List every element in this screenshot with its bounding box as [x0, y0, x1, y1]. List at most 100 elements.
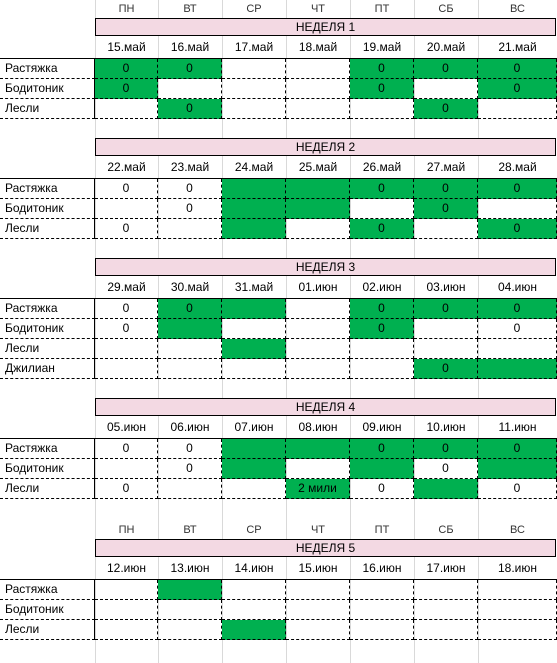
schedule-cell[interactable]: 0	[350, 439, 414, 459]
schedule-cell[interactable]	[95, 339, 158, 359]
schedule-cell[interactable]	[286, 339, 350, 359]
schedule-cell[interactable]	[222, 319, 286, 339]
date-cell[interactable]: 05.июн	[95, 416, 158, 439]
schedule-cell[interactable]: 0	[95, 319, 158, 339]
schedule-cell[interactable]	[478, 600, 557, 620]
schedule-cell[interactable]	[158, 319, 222, 339]
date-cell[interactable]: 08.июн	[286, 416, 350, 439]
schedule-cell[interactable]	[478, 620, 557, 640]
date-cell[interactable]: 18.июн	[478, 557, 557, 580]
schedule-cell[interactable]	[414, 319, 478, 339]
schedule-cell[interactable]: 0	[95, 299, 158, 319]
date-cell[interactable]: 16.май	[158, 36, 222, 59]
schedule-cell[interactable]: 0	[478, 79, 557, 99]
schedule-cell[interactable]	[414, 219, 478, 239]
date-cell[interactable]: 01.июн	[286, 276, 350, 299]
schedule-cell[interactable]: 0	[414, 459, 478, 479]
schedule-cell[interactable]	[286, 179, 350, 199]
date-cell[interactable]: 28.май	[478, 156, 557, 179]
date-cell[interactable]: 30.май	[158, 276, 222, 299]
activity-label[interactable]: Бодитоник	[0, 319, 95, 339]
date-cell[interactable]: 12.июн	[95, 557, 158, 580]
date-cell[interactable]: 31.май	[222, 276, 286, 299]
schedule-cell[interactable]	[222, 339, 286, 359]
schedule-cell[interactable]: 0	[350, 319, 414, 339]
schedule-cell[interactable]	[222, 179, 286, 199]
schedule-cell[interactable]	[478, 580, 557, 600]
schedule-cell[interactable]: 0	[158, 299, 222, 319]
schedule-cell[interactable]: 0	[478, 299, 557, 319]
schedule-cell[interactable]	[478, 99, 557, 119]
date-cell[interactable]: 15.май	[95, 36, 158, 59]
schedule-cell[interactable]: 0	[350, 59, 414, 79]
date-cell[interactable]: 17.май	[222, 36, 286, 59]
schedule-cell[interactable]	[286, 620, 350, 640]
schedule-cell[interactable]: 0	[414, 359, 478, 379]
schedule-cell[interactable]: 0	[158, 439, 222, 459]
date-cell[interactable]: 27.май	[414, 156, 478, 179]
schedule-cell[interactable]	[222, 600, 286, 620]
date-cell[interactable]: 04.июн	[478, 276, 557, 299]
schedule-cell[interactable]	[158, 479, 222, 499]
date-cell[interactable]: 19.май	[350, 36, 414, 59]
schedule-cell[interactable]	[414, 580, 478, 600]
date-cell[interactable]: 02.июн	[350, 276, 414, 299]
schedule-cell[interactable]	[95, 600, 158, 620]
date-cell[interactable]: 29.май	[95, 276, 158, 299]
date-cell[interactable]: 07.июн	[222, 416, 286, 439]
schedule-cell[interactable]: 0	[478, 319, 557, 339]
schedule-cell[interactable]	[222, 580, 286, 600]
schedule-cell[interactable]: 0	[95, 179, 158, 199]
activity-label[interactable]: Растяжка	[0, 179, 95, 199]
schedule-cell[interactable]: 0	[478, 439, 557, 459]
activity-label[interactable]: Растяжка	[0, 439, 95, 459]
schedule-cell[interactable]: 0	[414, 299, 478, 319]
activity-label[interactable]: Джилиан	[0, 359, 95, 379]
schedule-cell[interactable]	[95, 359, 158, 379]
date-cell[interactable]: 03.июн	[414, 276, 478, 299]
schedule-cell[interactable]: 0	[350, 479, 414, 499]
schedule-cell[interactable]	[350, 620, 414, 640]
schedule-cell[interactable]: 0	[478, 59, 557, 79]
activity-label[interactable]: Лесли	[0, 479, 95, 499]
schedule-cell[interactable]: 0	[95, 479, 158, 499]
schedule-cell[interactable]	[158, 600, 222, 620]
schedule-cell[interactable]	[95, 580, 158, 600]
schedule-cell[interactable]	[95, 459, 158, 479]
schedule-cell[interactable]: 0	[95, 59, 158, 79]
schedule-cell[interactable]: 0	[158, 59, 222, 79]
activity-label[interactable]: Лесли	[0, 339, 95, 359]
activity-label[interactable]: Бодитоник	[0, 600, 95, 620]
schedule-cell[interactable]	[286, 199, 350, 219]
date-cell[interactable]: 26.май	[350, 156, 414, 179]
schedule-cell[interactable]	[222, 59, 286, 79]
schedule-cell[interactable]	[95, 99, 158, 119]
date-cell[interactable]: 09.июн	[350, 416, 414, 439]
schedule-cell[interactable]	[478, 199, 557, 219]
schedule-cell[interactable]: 0	[414, 199, 478, 219]
schedule-cell[interactable]	[222, 219, 286, 239]
date-cell[interactable]: 23.май	[158, 156, 222, 179]
schedule-cell[interactable]	[222, 459, 286, 479]
activity-label[interactable]: Бодитоник	[0, 459, 95, 479]
schedule-cell[interactable]: 0	[414, 179, 478, 199]
schedule-cell[interactable]	[286, 359, 350, 379]
schedule-cell[interactable]	[478, 459, 557, 479]
schedule-cell[interactable]	[222, 79, 286, 99]
schedule-cell[interactable]: 2 мили	[286, 479, 350, 499]
schedule-cell[interactable]: 0	[158, 199, 222, 219]
date-cell[interactable]: 22.май	[95, 156, 158, 179]
schedule-cell[interactable]	[286, 600, 350, 620]
schedule-cell[interactable]	[350, 359, 414, 379]
schedule-cell[interactable]: 0	[350, 179, 414, 199]
schedule-cell[interactable]	[286, 459, 350, 479]
date-cell[interactable]: 10.июн	[414, 416, 478, 439]
schedule-cell[interactable]	[222, 359, 286, 379]
schedule-cell[interactable]	[222, 439, 286, 459]
schedule-cell[interactable]	[286, 319, 350, 339]
schedule-cell[interactable]	[222, 99, 286, 119]
schedule-cell[interactable]: 0	[158, 179, 222, 199]
date-cell[interactable]: 17.июн	[414, 557, 478, 580]
schedule-cell[interactable]: 0	[478, 479, 557, 499]
schedule-cell[interactable]: 0	[158, 99, 222, 119]
